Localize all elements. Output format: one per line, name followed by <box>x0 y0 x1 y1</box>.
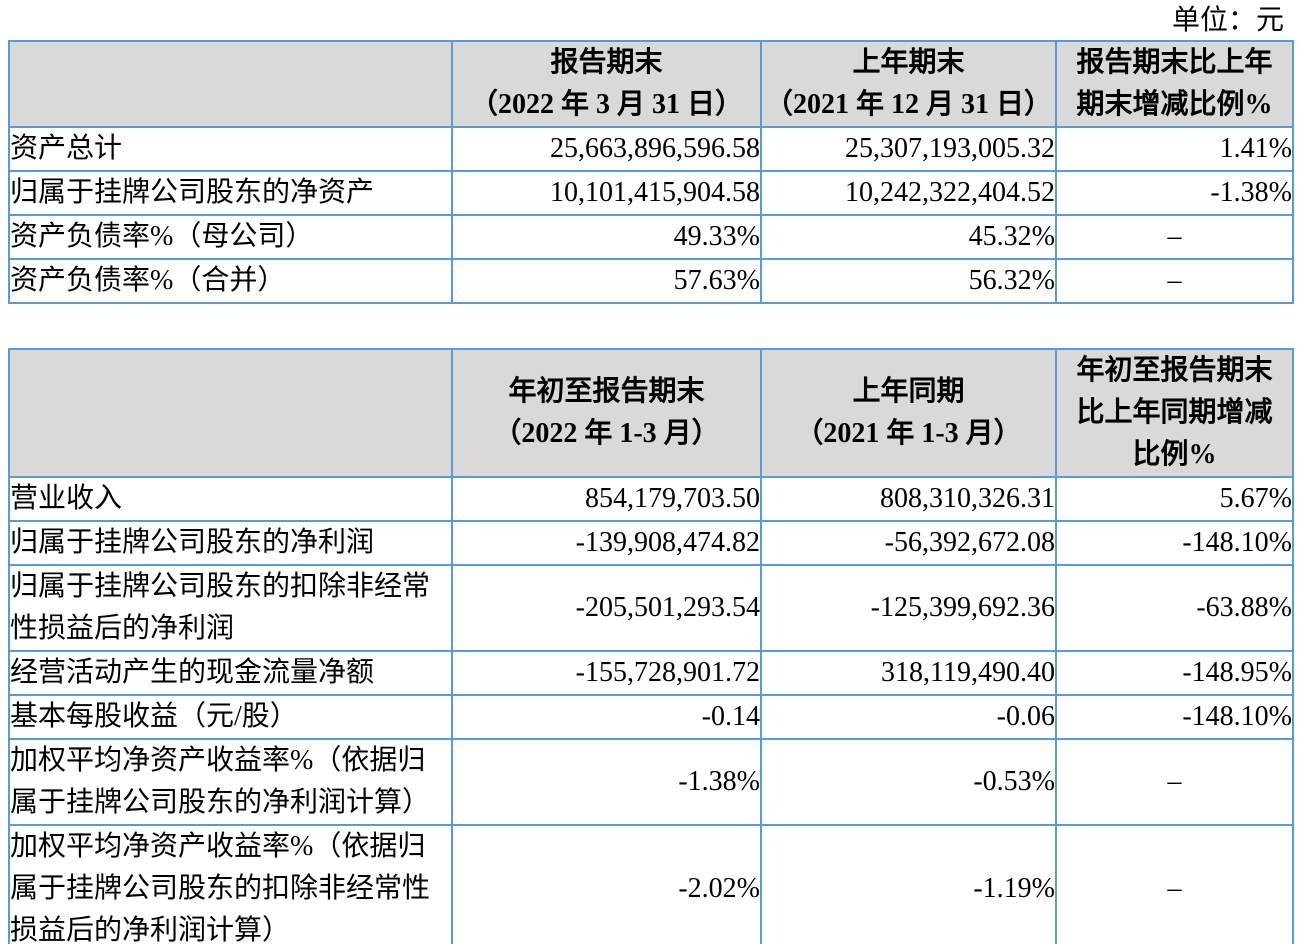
value-current-period: -155,728,901.72 <box>451 650 762 696</box>
value-prior-period: 808,310,326.31 <box>760 476 1057 522</box>
value-change-ratio: – <box>1055 214 1294 260</box>
income-statement-summary-table: 年初至报告期末 （2022 年 1-3 月） 上年同期 （2021 年 1-3 … <box>8 348 1294 944</box>
value-prior-period: 45.32% <box>760 214 1057 260</box>
value-change-ratio: -1.38% <box>1055 170 1294 216</box>
value-current-period: 57.63% <box>451 258 762 304</box>
value-prior-period: -56,392,672.08 <box>760 520 1057 566</box>
table2-header-change-ratio: 年初至报告期末 比上年同期增减 比例% <box>1055 348 1294 478</box>
value-prior-period: 25,307,193,005.32 <box>760 126 1057 172</box>
table-row-weighted-roe-net-profit: 加权平均净资产收益率%（依据归属于挂牌公司股东的净利润计算） -1.38% -0… <box>8 738 1294 826</box>
value-current-period: -139,908,474.82 <box>451 520 762 566</box>
table1-header-row: 报告期末 （2022 年 3 月 31 日） 上年期末 （2021 年 12 月… <box>8 40 1294 128</box>
table-row-operating-revenue: 营业收入 854,179,703.50 808,310,326.31 5.67% <box>8 476 1294 522</box>
row-label: 基本每股收益（元/股） <box>8 694 453 740</box>
value-change-ratio: -148.95% <box>1055 650 1294 696</box>
header-line: 报告期末比上年 <box>1076 47 1273 78</box>
table-row-total-assets: 资产总计 25,663,896,596.58 25,307,193,005.32… <box>8 126 1294 172</box>
header-line: 报告期末 <box>550 47 663 78</box>
row-label: 营业收入 <box>8 476 453 522</box>
value-current-period: -0.14 <box>451 694 762 740</box>
value-current-period: -205,501,293.54 <box>451 564 762 652</box>
row-label: 加权平均净资产收益率%（依据归属于挂牌公司股东的扣除非经常性损益后的净利润计算） <box>8 824 453 944</box>
header-line: （2021 年 1-3 月） <box>795 418 1022 449</box>
value-prior-period: 318,119,490.40 <box>760 650 1057 696</box>
row-label: 资产负债率%（合并） <box>8 258 453 304</box>
value-current-period: 25,663,896,596.58 <box>451 126 762 172</box>
row-label: 归属于挂牌公司股东的扣除非经常性损益后的净利润 <box>8 564 453 652</box>
header-line: （2022 年 3 月 31 日） <box>469 89 743 120</box>
row-label: 归属于挂牌公司股东的净利润 <box>8 520 453 566</box>
row-label: 资产总计 <box>8 126 453 172</box>
value-current-period: 10,101,415,904.58 <box>451 170 762 216</box>
value-prior-period: -0.06 <box>760 694 1057 740</box>
table-row-debt-ratio-consolidated: 资产负债率%（合并） 57.63% 56.32% – <box>8 258 1294 304</box>
table1-header-change-ratio: 报告期末比上年 期末增减比例% <box>1055 40 1294 128</box>
header-line: 上年期末 <box>852 47 965 78</box>
row-label: 归属于挂牌公司股东的净资产 <box>8 170 453 216</box>
table2-header-current-period: 年初至报告期末 （2022 年 1-3 月） <box>451 348 762 478</box>
table-row-operating-cash-flow: 经营活动产生的现金流量净额 -155,728,901.72 318,119,49… <box>8 650 1294 696</box>
header-line: （2022 年 1-3 月） <box>493 418 720 449</box>
balance-sheet-summary-table: 报告期末 （2022 年 3 月 31 日） 上年期末 （2021 年 12 月… <box>8 40 1294 304</box>
value-change-ratio: – <box>1055 824 1294 944</box>
header-line: 比上年同期增减 <box>1076 397 1273 428</box>
table-row-weighted-roe-excl-nonrecurring: 加权平均净资产收益率%（依据归属于挂牌公司股东的扣除非经常性损益后的净利润计算）… <box>8 824 1294 944</box>
value-prior-period: -1.19% <box>760 824 1057 944</box>
value-current-period: -2.02% <box>451 824 762 944</box>
value-change-ratio: -63.88% <box>1055 564 1294 652</box>
value-prior-period: 10,242,322,404.52 <box>760 170 1057 216</box>
table1-header-prior-period: 上年期末 （2021 年 12 月 31 日） <box>760 40 1057 128</box>
value-current-period: 854,179,703.50 <box>451 476 762 522</box>
header-line: 上年同期 <box>852 376 965 407</box>
value-change-ratio: 5.67% <box>1055 476 1294 522</box>
table1-header-current-period: 报告期末 （2022 年 3 月 31 日） <box>451 40 762 128</box>
table-row-net-profit: 归属于挂牌公司股东的净利润 -139,908,474.82 -56,392,67… <box>8 520 1294 566</box>
table-row-debt-ratio-parent: 资产负债率%（母公司） 49.33% 45.32% – <box>8 214 1294 260</box>
header-line: 期末增减比例% <box>1076 89 1273 120</box>
row-label: 资产负债率%（母公司） <box>8 214 453 260</box>
value-current-period: 49.33% <box>451 214 762 260</box>
value-change-ratio: – <box>1055 258 1294 304</box>
value-change-ratio: 1.41% <box>1055 126 1294 172</box>
value-change-ratio: – <box>1055 738 1294 826</box>
row-label: 经营活动产生的现金流量净额 <box>8 650 453 696</box>
table-row-net-assets: 归属于挂牌公司股东的净资产 10,101,415,904.58 10,242,3… <box>8 170 1294 216</box>
unit-label: 单位：元 <box>1171 5 1284 36</box>
table2-header-empty <box>8 348 453 478</box>
table1-header-empty <box>8 40 453 128</box>
value-prior-period: 56.32% <box>760 258 1057 304</box>
row-label: 加权平均净资产收益率%（依据归属于挂牌公司股东的净利润计算） <box>8 738 453 826</box>
value-change-ratio: -148.10% <box>1055 694 1294 740</box>
value-prior-period: -0.53% <box>760 738 1057 826</box>
value-prior-period: -125,399,692.36 <box>760 564 1057 652</box>
table-row-net-profit-excl-nonrecurring: 归属于挂牌公司股东的扣除非经常性损益后的净利润 -205,501,293.54 … <box>8 564 1294 652</box>
table2-header-row: 年初至报告期末 （2022 年 1-3 月） 上年同期 （2021 年 1-3 … <box>8 348 1294 478</box>
header-line: 比例% <box>1132 439 1217 470</box>
header-line: （2021 年 12 月 31 日） <box>764 89 1052 120</box>
table2-header-prior-period: 上年同期 （2021 年 1-3 月） <box>760 348 1057 478</box>
value-change-ratio: -148.10% <box>1055 520 1294 566</box>
value-current-period: -1.38% <box>451 738 762 826</box>
header-line: 年初至报告期末 <box>508 376 705 407</box>
header-line: 年初至报告期末 <box>1076 355 1273 386</box>
table-row-basic-eps: 基本每股收益（元/股） -0.14 -0.06 -148.10% <box>8 694 1294 740</box>
